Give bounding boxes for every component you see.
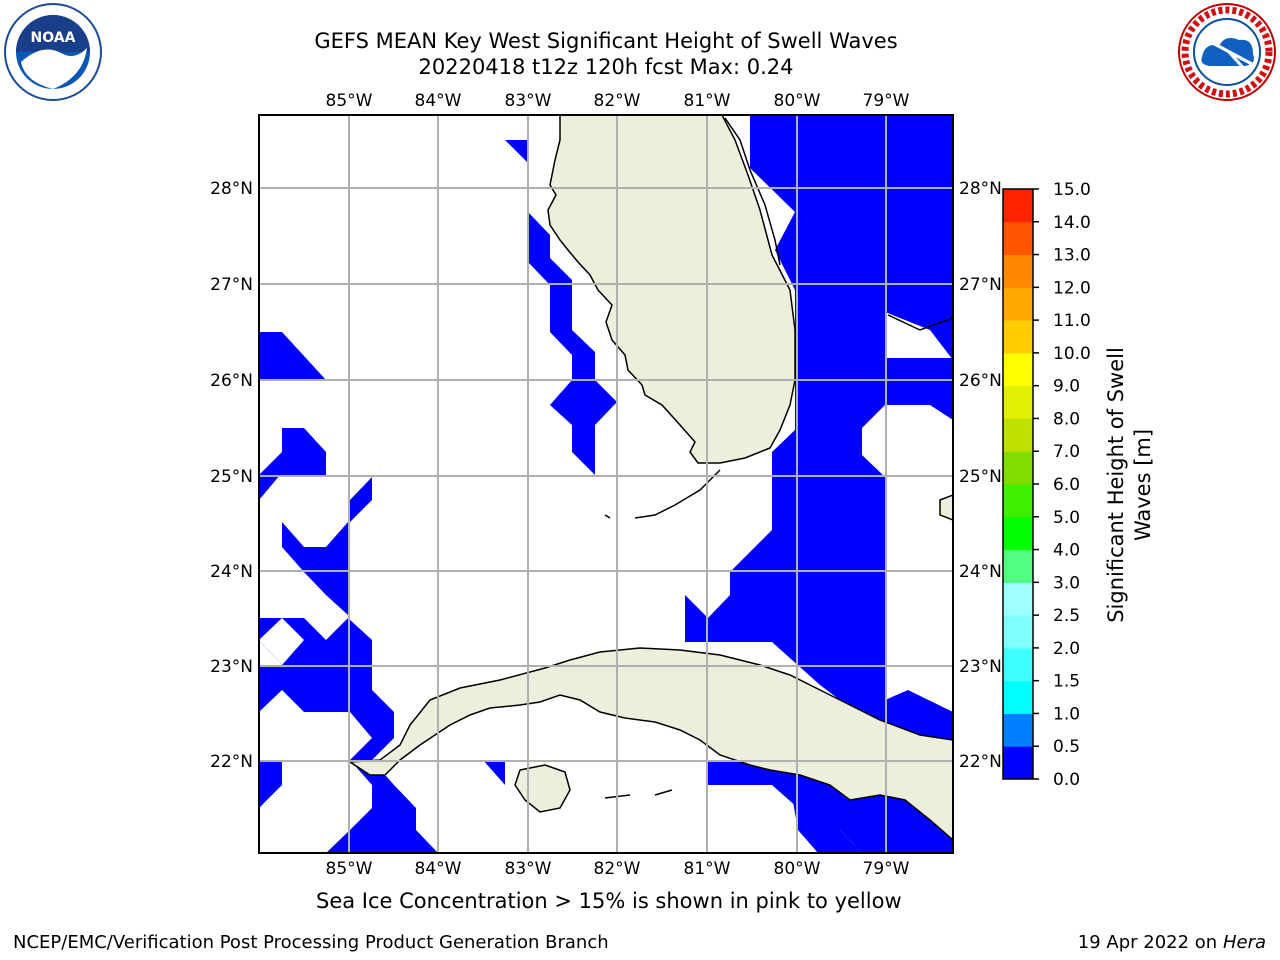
colorbar-tick-label: 14.0 [1053, 213, 1091, 233]
colorbar-swatch [1003, 713, 1033, 747]
colorbar-tick-label: 5.0 [1053, 508, 1080, 528]
lat-label: 24°N [959, 562, 1002, 582]
colorbar-swatch [1003, 516, 1033, 551]
lon-label: 79°W [863, 91, 910, 111]
colorbar-ticks: 0.0 0.5 1.0 1.5 2.0 2.5 3.0 4.0 5.0 6.0 7.0 8.0 9.0 1… [1033, 180, 1091, 790]
lon-labels-bottom: 85°W 84°W 83°W 82°W 81°W 80°W 79°W [326, 859, 910, 879]
colorbar-tick-label: 0.5 [1053, 737, 1080, 757]
colorbar-swatch [1003, 451, 1033, 485]
lat-label: 23°N [210, 657, 253, 677]
colorbar-tick-label: 8.0 [1053, 409, 1080, 429]
colorbar-swatch [1003, 549, 1033, 583]
sea-ice-note: Sea Ice Concentration > 15% is shown in … [316, 889, 902, 913]
map-panel [258, 114, 954, 854]
lat-label: 26°N [959, 371, 1002, 391]
colorbar-tick-label: 9.0 [1053, 377, 1080, 397]
lon-label: 84°W [415, 859, 462, 879]
lat-label: 27°N [959, 275, 1002, 295]
colorbar-swatch [1003, 352, 1033, 387]
colorbar-swatch [1003, 615, 1033, 649]
colorbar-swatch [1003, 189, 1033, 223]
credit-line: NCEP/EMC/Verification Post Processing Pr… [13, 932, 609, 953]
lon-label: 79°W [863, 859, 910, 879]
colorbar-swatch [1003, 647, 1033, 682]
lat-label: 22°N [959, 752, 1002, 772]
colorbar-tick-label: 4.0 [1053, 541, 1080, 561]
colorbar-swatch [1003, 320, 1033, 354]
colorbar-swatch [1003, 254, 1033, 288]
lat-label: 24°N [210, 562, 253, 582]
lat-label: 28°N [959, 179, 1002, 199]
colorbar-swatch [1003, 287, 1033, 321]
lon-label: 80°W [774, 859, 821, 879]
colorbar-tick-label: 15.0 [1053, 180, 1091, 200]
date-stamp: 19 Apr 2022 on Hera [1078, 932, 1266, 953]
lat-label: 27°N [210, 275, 253, 295]
colorbar-tick-label: 2.5 [1053, 606, 1080, 626]
lat-label: 28°N [210, 179, 253, 199]
colorbar-swatch [1003, 582, 1033, 616]
nws-logo-icon [1178, 3, 1276, 101]
colorbar-tick-label: 2.0 [1053, 639, 1080, 659]
date-text: 19 Apr 2022 on [1077, 932, 1223, 953]
colorbar-tick-label: 0.0 [1053, 770, 1080, 790]
lat-label: 22°N [210, 752, 253, 772]
colorbar-label-line2: Waves [m] [1131, 429, 1155, 541]
lon-label: 82°W [594, 91, 641, 111]
lon-labels-top: 85°W 84°W 83°W 82°W 81°W 80°W 79°W [326, 91, 910, 111]
lon-label: 85°W [326, 859, 373, 879]
graticule [259, 115, 953, 853]
colorbar-tick-label: 6.0 [1053, 475, 1080, 495]
colorbar-swatch [1003, 484, 1033, 518]
lat-labels-right: 28°N 27°N 26°N 25°N 24°N 23°N 22°N [959, 179, 1002, 772]
colorbar-tick-label: 13.0 [1053, 246, 1091, 266]
colorbar-tick-label: 3.0 [1053, 573, 1080, 593]
colorbar-tick-label: 1.5 [1053, 672, 1080, 692]
lon-label: 83°W [505, 91, 552, 111]
machine-name: Hera [1222, 932, 1266, 953]
colorbar-swatch [1003, 680, 1033, 714]
lat-label: 26°N [210, 371, 253, 391]
colorbar-swatch [1003, 418, 1033, 452]
lon-label: 83°W [505, 859, 552, 879]
lon-label: 81°W [684, 859, 731, 879]
lat-label: 25°N [959, 467, 1002, 487]
lon-label: 82°W [594, 859, 641, 879]
colorbar-swatch [1003, 385, 1033, 419]
colorbar-swatch [1003, 221, 1033, 256]
colorbar-tick-label: 11.0 [1053, 311, 1091, 331]
colorbar-tick-label: 10.0 [1053, 344, 1091, 364]
colorbar: 0.0 0.5 1.0 1.5 2.0 2.5 3.0 4.0 5.0 6.0 7.0 8.0 9.0 1… [1002, 180, 1155, 790]
lon-label: 80°W [774, 91, 821, 111]
colorbar-swatch [1003, 746, 1033, 780]
colorbar-tick-label: 1.0 [1053, 704, 1080, 724]
chart-subtitle: 20220418 t12z 120h fcst Max: 0.24 [418, 55, 794, 79]
noaa-logo-icon: NOAA [4, 3, 102, 101]
colorbar-tick-label: 7.0 [1053, 442, 1080, 462]
lon-label: 85°W [326, 91, 373, 111]
colorbar-label-line1: Significant Height of Swell [1104, 347, 1128, 623]
noaa-logo-text: NOAA [31, 30, 76, 46]
colorbar-tick-label: 12.0 [1053, 278, 1091, 298]
lat-labels-left: 28°N 27°N 26°N 25°N 24°N 23°N 22°N [210, 179, 253, 772]
lon-label: 81°W [684, 91, 731, 111]
colorbar-swatches [1003, 189, 1033, 780]
lat-label: 23°N [959, 657, 1002, 677]
chart-title: GEFS MEAN Key West Significant Height of… [314, 29, 898, 53]
lat-label: 25°N [210, 467, 253, 487]
lon-label: 84°W [415, 91, 462, 111]
